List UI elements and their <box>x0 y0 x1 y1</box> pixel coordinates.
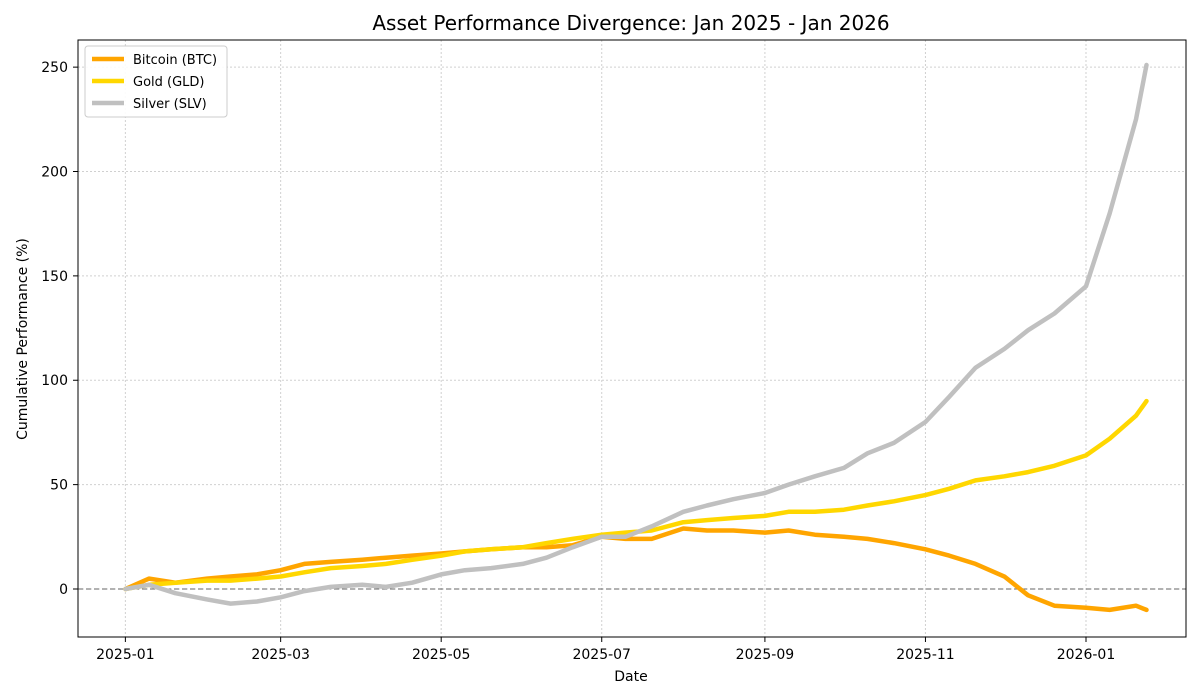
x-tick-label: 2025-11 <box>896 647 955 663</box>
x-tick-label: 2025-05 <box>412 647 471 663</box>
y-tick-label: 50 <box>50 478 68 494</box>
y-tick-label: 150 <box>41 269 68 285</box>
legend-label-gold-gld: Gold (GLD) <box>133 75 205 90</box>
plot-area-frame <box>77 39 1187 638</box>
y-axis-label: Cumulative Performance (%) <box>15 238 31 440</box>
y-axis-ticks: 0 50 100 150 200 250 <box>41 60 78 598</box>
legend-label-silver-slv: Silver (SLV) <box>133 97 207 112</box>
series-line-bitcoin-btc <box>123 526 1149 613</box>
x-tick-label: 2026-01 <box>1057 647 1116 663</box>
x-tick-label: 2025-01 <box>96 647 155 663</box>
legend: Bitcoin (BTC) Gold (GLD) Silver (SLV) <box>84 45 228 118</box>
legend-label-bitcoin-btc: Bitcoin (BTC) <box>133 53 217 68</box>
x-tick-label: 2025-03 <box>251 647 310 663</box>
y-tick-label: 100 <box>41 373 68 389</box>
x-tick-label: 2025-07 <box>572 647 631 663</box>
x-axis-label: Date <box>614 669 647 685</box>
x-axis-ticks: 2025-01 2025-03 2025-05 2025-07 2025-09 2025-… <box>96 637 1115 663</box>
y-tick-label: 250 <box>41 60 68 76</box>
x-tick-label: 2025-09 <box>736 647 795 663</box>
y-tick-label: 0 <box>59 582 68 598</box>
series-lines <box>123 62 1149 613</box>
y-tick-label: 200 <box>41 165 68 181</box>
legend-box <box>84 45 228 118</box>
chart-title: Asset Performance Divergence: Jan 2025 -… <box>372 11 889 35</box>
series-line-silver-slv <box>123 62 1149 606</box>
